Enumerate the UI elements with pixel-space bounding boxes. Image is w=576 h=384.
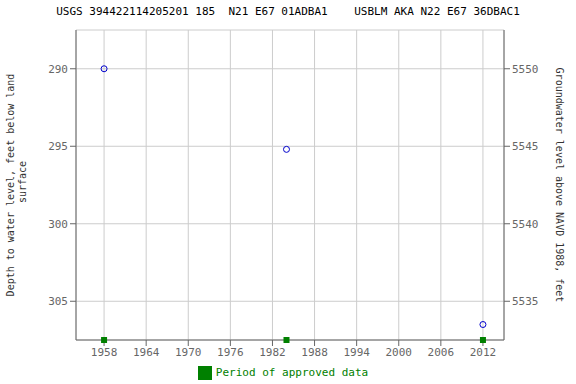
svg-text:305: 305 [48, 295, 68, 308]
svg-text:1958: 1958 [91, 346, 118, 359]
svg-text:2012: 2012 [470, 346, 497, 359]
svg-text:Groundwater level above NAVD 1: Groundwater level above NAVD 1988, feet [554, 68, 565, 303]
svg-text:290: 290 [48, 63, 68, 76]
svg-text:2000: 2000 [386, 346, 413, 359]
svg-text:5535: 5535 [512, 295, 539, 308]
svg-text:5545: 5545 [512, 140, 539, 153]
svg-text:1982: 1982 [259, 346, 286, 359]
svg-text:295: 295 [48, 140, 68, 153]
svg-text:300: 300 [48, 218, 68, 231]
html-text:Period of approved data: Period of approved data [215, 366, 369, 379]
svg-text:5550: 5550 [512, 63, 539, 76]
svg-text:1970: 1970 [175, 346, 202, 359]
svg-text:5540: 5540 [512, 218, 539, 231]
svg-text:1976: 1976 [217, 346, 244, 359]
svg-text:2006: 2006 [428, 346, 455, 359]
html-text:USGS 394422114205201 185 N21 E: USGS 394422114205201 185 N21 E67 01ADBA1… [56, 5, 520, 18]
svg-text:1964: 1964 [133, 346, 160, 359]
svg-text:Depth to water level, feet bel: Depth to water level, feet below land su… [8, 74, 28, 297]
svg-text:1994: 1994 [343, 346, 370, 359]
svg-text:1988: 1988 [301, 346, 328, 359]
